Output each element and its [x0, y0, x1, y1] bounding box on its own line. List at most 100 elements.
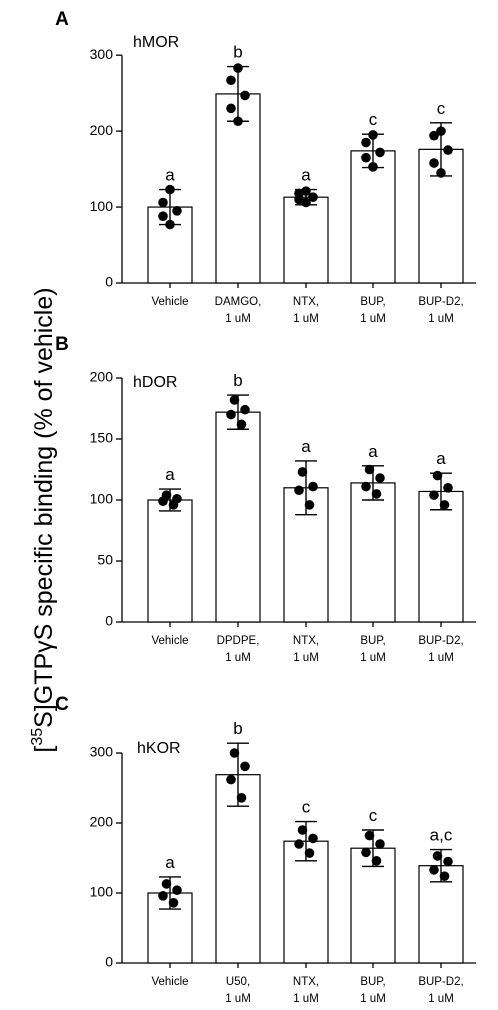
data-point — [432, 851, 443, 861]
data-point — [229, 748, 240, 758]
bar — [215, 411, 261, 623]
panel-letter: A — [55, 9, 69, 30]
data-point — [432, 470, 443, 481]
data-point — [361, 137, 371, 148]
data-point — [226, 103, 236, 114]
x-tick-label: NTX, — [293, 635, 319, 647]
data-point — [443, 483, 453, 493]
significance-letter: a — [165, 465, 175, 484]
x-tick-label: BUP-D2, — [418, 635, 463, 647]
data-point — [308, 481, 318, 492]
y-tick-label: 50 — [97, 552, 113, 568]
data-point — [361, 152, 371, 163]
data-point — [168, 500, 179, 510]
panel-letter: C — [55, 694, 69, 715]
x-tick-label: DAMGO, — [215, 296, 262, 308]
significance-letter: b — [233, 43, 242, 62]
x-tick-label: BUP-D2, — [418, 296, 463, 308]
data-point — [158, 891, 168, 901]
y-tick-label: 300 — [90, 46, 114, 62]
data-point — [368, 130, 378, 140]
x-tick-label: 1 uM — [360, 313, 386, 325]
y-tick-label: 100 — [90, 491, 114, 507]
bar — [350, 150, 396, 284]
data-point — [429, 130, 439, 141]
data-point — [364, 464, 375, 475]
y-tick-label: 0 — [105, 274, 113, 290]
significance-letter: c — [302, 798, 311, 817]
data-point — [361, 481, 371, 492]
data-point — [236, 419, 247, 430]
x-tick-label: BUP, — [360, 976, 385, 988]
bar — [283, 196, 329, 284]
data-point — [301, 197, 311, 208]
significance-letter: a,c — [430, 826, 453, 845]
data-point — [158, 197, 168, 208]
significance-letter: c — [369, 110, 378, 129]
significance-letter: a — [165, 166, 175, 185]
significance-letter: a — [368, 442, 378, 461]
data-point — [158, 211, 168, 221]
y-tick-label: 200 — [90, 369, 114, 385]
significance-letter: b — [233, 719, 242, 738]
y-tick-label: 200 — [90, 814, 114, 830]
data-point — [161, 879, 172, 889]
x-tick-label: 1 uM — [293, 993, 319, 1005]
data-point — [172, 206, 182, 216]
data-point — [240, 761, 250, 772]
data-point — [439, 500, 450, 510]
bar — [350, 847, 396, 964]
y-tick-label: 0 — [105, 613, 113, 629]
data-point — [240, 404, 250, 415]
significance-letter: c — [437, 99, 446, 118]
data-point — [229, 395, 240, 405]
x-tick-label: 1 uM — [360, 652, 386, 664]
data-point — [443, 145, 453, 155]
x-tick-label: BUP, — [360, 635, 385, 647]
panel-letter: B — [55, 334, 69, 355]
x-tick-label: 1 uM — [225, 993, 251, 1005]
data-point — [429, 158, 439, 168]
y-tick-label: 100 — [90, 884, 114, 900]
significance-letter: a — [165, 853, 175, 872]
data-point — [165, 219, 175, 230]
data-point — [294, 839, 304, 849]
data-point — [304, 848, 315, 858]
data-point — [158, 496, 168, 507]
data-point — [364, 830, 375, 841]
x-tick-label: DPDPE, — [217, 635, 260, 647]
x-tick-label: U50, — [226, 976, 250, 988]
data-point — [439, 871, 450, 881]
data-point — [375, 839, 385, 849]
data-point — [436, 126, 446, 136]
x-tick-label: NTX, — [293, 296, 319, 308]
data-point — [226, 774, 236, 785]
data-point — [368, 162, 378, 172]
receptor-label: hKOR — [137, 740, 181, 757]
x-tick-label: 1 uM — [225, 652, 251, 664]
x-tick-label: 1 uM — [360, 993, 386, 1005]
x-tick-label: 1 uM — [428, 313, 454, 325]
data-point — [436, 168, 446, 178]
data-point — [297, 467, 308, 477]
x-tick-label: 1 uM — [428, 993, 454, 1005]
bar — [147, 499, 193, 623]
bar — [418, 490, 464, 623]
receptor-label: hDOR — [133, 374, 177, 391]
x-tick-label: NTX, — [293, 976, 319, 988]
significance-letter: c — [369, 806, 378, 825]
x-tick-label: Vehicle — [151, 976, 188, 988]
data-point — [308, 833, 318, 844]
data-point — [168, 898, 179, 908]
x-tick-label: 1 uM — [428, 652, 454, 664]
data-point — [304, 500, 315, 510]
data-point — [429, 865, 439, 875]
data-point — [240, 90, 250, 101]
data-point — [226, 75, 236, 86]
x-tick-label: Vehicle — [151, 296, 188, 308]
data-point — [443, 856, 453, 867]
data-point — [236, 793, 247, 803]
